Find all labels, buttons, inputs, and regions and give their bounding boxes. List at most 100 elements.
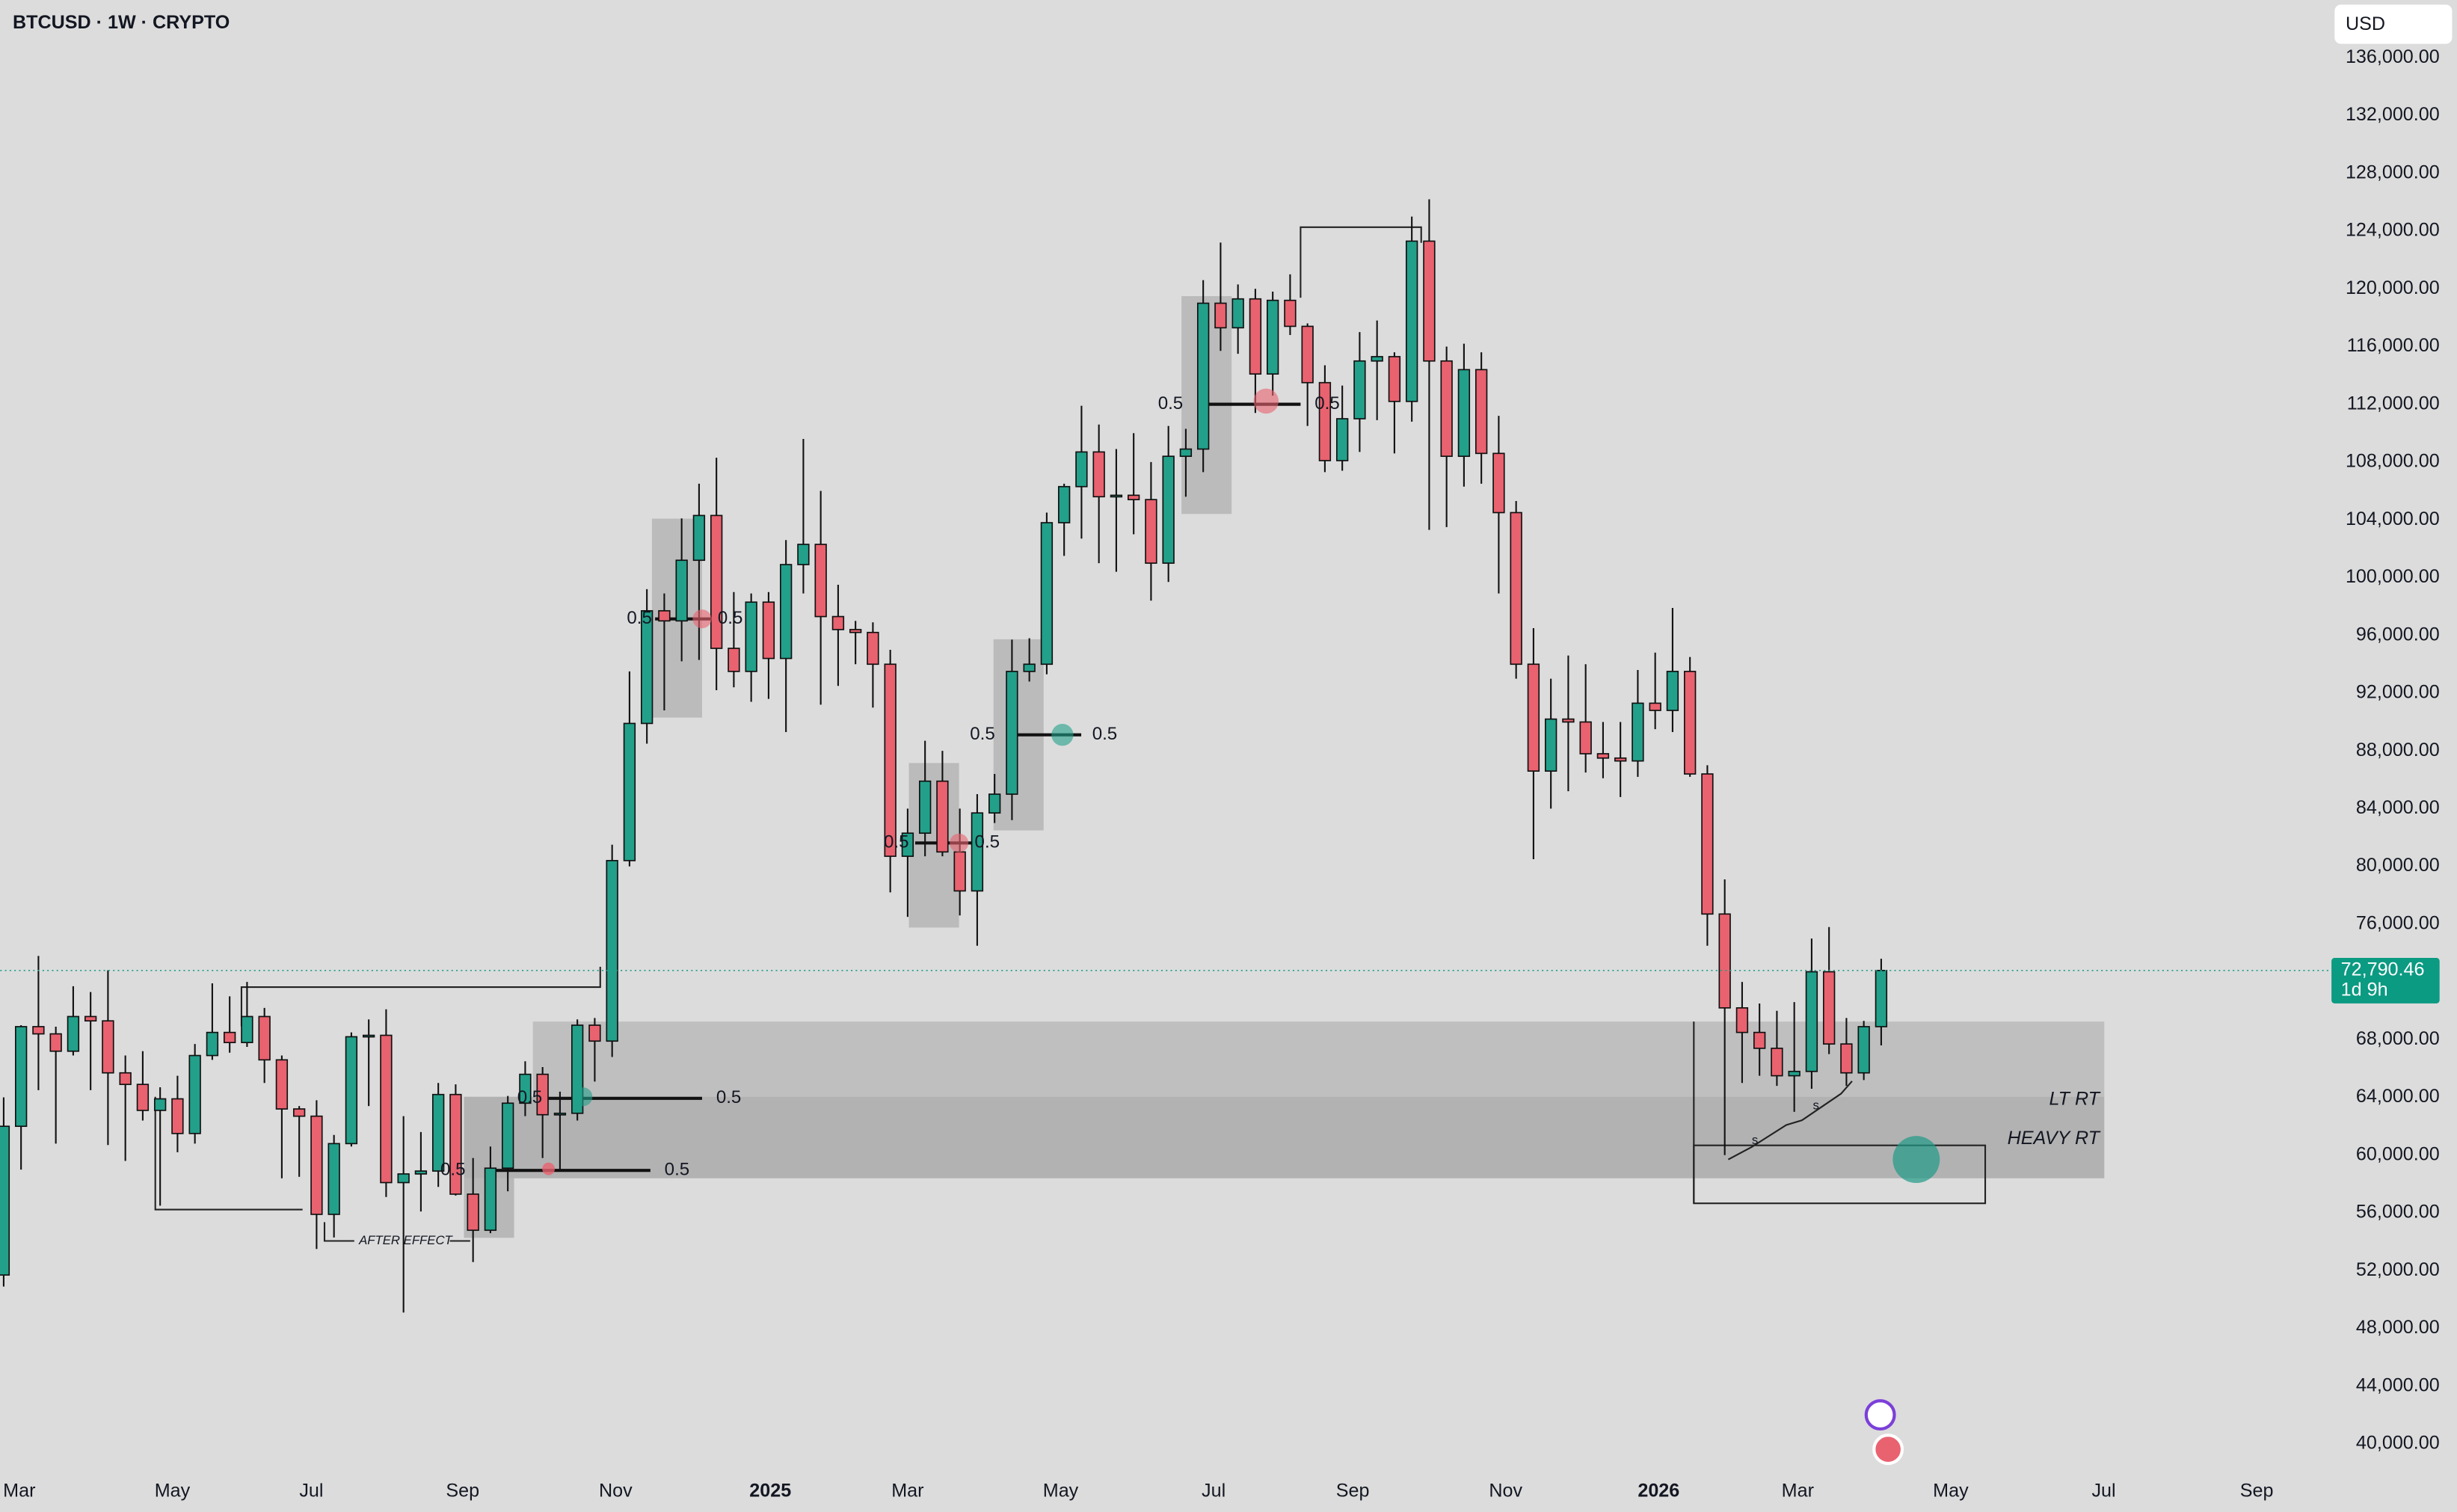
candle-body [1701,773,1714,915]
last-price-box [2331,958,2440,1004]
annotation: 0.5 [627,608,651,628]
candle-body [658,609,671,622]
candle-body [1596,753,1610,759]
candle-body [797,544,810,565]
x-tick-label: Nov [599,1480,633,1501]
candle-body [1006,671,1018,795]
candle-body [397,1173,410,1184]
x-tick-label: Sep [446,1480,479,1501]
candle-body [536,1073,549,1116]
candle-body [675,559,688,622]
y-tick-label: 52,000.00 [2356,1259,2440,1280]
candle-body [901,832,914,857]
candle-body [814,544,827,618]
candle-body [1649,702,1661,711]
candle-body [1301,325,1314,384]
candle-body [623,722,636,861]
candle-body [1405,240,1418,402]
markers [542,388,1940,1466]
chart-title: BTCUSD · 1W · CRYPTO [13,12,230,33]
candle-body [414,1170,428,1175]
drawing-line [1300,226,1422,298]
marker [573,1087,593,1107]
candle-body [136,1084,150,1111]
candle-body [1266,299,1279,375]
candle-body [831,615,845,630]
candle-body [1196,302,1210,450]
y-tick-label: 48,000.00 [2356,1317,2440,1338]
currency-label[interactable]: USD [2346,13,2385,34]
candle-body [692,514,706,562]
x-tick-label: 2025 [749,1480,791,1501]
candle-body [519,1073,532,1104]
candle-body [988,793,1001,814]
candle-body [1353,360,1366,420]
candle-body [223,1031,236,1044]
last-price-label: 72,790.46 [2341,959,2425,980]
annotation: 0.5 [884,832,908,852]
annotation: 0.5 [975,832,1000,852]
y-tick-label: 68,000.00 [2356,1028,2440,1049]
y-tick-label: 88,000.00 [2356,740,2440,760]
drawing-line [323,1222,354,1242]
icon[interactable] [1872,1433,1904,1466]
candle-body [449,1093,462,1195]
candle-body [467,1193,479,1232]
marker [1051,724,1074,746]
candle-body [1057,485,1071,523]
candle-body [1527,663,1540,772]
y-tick-label: 40,000.00 [2356,1433,2440,1454]
candle-body [1249,298,1262,375]
candle-body [49,1033,62,1052]
candle-body [588,1024,601,1042]
x-tick-label: May [1043,1480,1079,1501]
y-tick-label: 96,000.00 [2356,624,2440,645]
candle-body [188,1054,201,1134]
marker [1892,1136,1940,1183]
candle-body [1388,356,1401,402]
candle-body [84,1015,97,1022]
currency-button[interactable] [2334,4,2453,44]
annotation: 0.5 [665,1160,689,1180]
candle-body [936,780,949,853]
candle-body [1822,971,1836,1045]
x-tick-label: Mar [3,1480,35,1501]
candle-body [1040,522,1054,666]
y-tick-label: 84,000.00 [2356,797,2440,818]
candle-body [1214,302,1227,329]
y-tick-label: 56,000.00 [2356,1202,2440,1223]
candle-body [1318,381,1332,461]
candle-body [918,780,932,835]
y-tick-label: 104,000.00 [2346,508,2440,529]
candle-body [292,1108,306,1117]
y-tick-label: 64,000.00 [2356,1086,2440,1107]
candle-body [258,1015,271,1061]
zone [464,1096,2105,1178]
candle-body [884,663,897,857]
candles [0,199,1888,1313]
candle-body [1614,757,1627,762]
x-tick-label: Sep [1336,1480,1370,1501]
x-tick-label: Jul [299,1480,323,1501]
candle-body [606,860,618,1042]
candle-body [1284,299,1297,328]
annotation: 0.5 [517,1087,542,1107]
candle-body [310,1115,323,1215]
annotation: 0.5 [718,608,742,628]
annotation: 0.5 [1158,393,1183,414]
candle-body [1544,718,1557,772]
x-tick-label: Mar [891,1480,923,1501]
annotation: LT RT [2049,1089,2101,1110]
candle-body [728,648,740,672]
candle-body [1735,1007,1749,1033]
y-tick-label: 128,000.00 [2346,162,2440,182]
annotation: 0.5 [1314,393,1339,414]
candle-body [1145,499,1157,564]
candle-body [1371,356,1383,362]
candle-body [1562,718,1575,723]
candle-body [1231,298,1244,329]
icon[interactable] [1864,1399,1896,1431]
candle-body [241,1015,253,1044]
